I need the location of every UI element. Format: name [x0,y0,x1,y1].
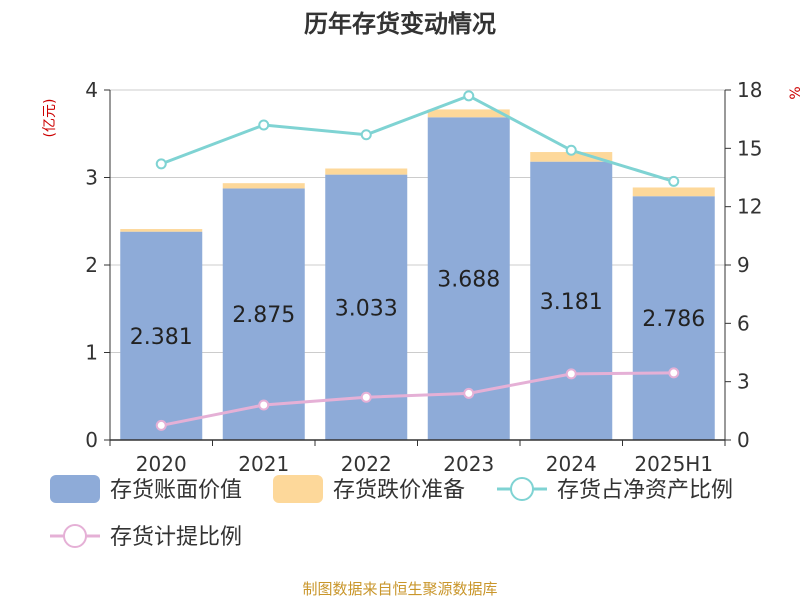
bar-存货跌价准备-2024 [530,152,613,162]
left-tick-label: 0 [85,428,98,452]
legend-label: 存货占净资产比例 [557,478,733,503]
bar-value-label: 2.381 [130,325,193,350]
x-tick-label: 2022 [341,452,392,476]
legend-swatch-存货跌价准备 [273,475,323,503]
bar-value-label: 3.688 [437,268,500,293]
point-存货占净资产比例-2020 [155,158,167,170]
legend-marker-存货计提比例 [63,524,87,548]
chart-title: 历年存货变动情况 [304,10,496,38]
bar-存货账面价值-2025H1 [632,196,715,440]
right-axis-unit: % [788,86,800,99]
x-tick-label: 2025H1 [634,452,713,476]
source-note: 制图数据来自恒生聚源数据库 [302,580,497,598]
point-存货占净资产比例-2025H1 [668,175,680,187]
point-存货计提比例-2024 [565,368,577,380]
line-存货计提比例 [160,371,674,427]
right-tick-label: 12 [737,195,762,219]
left-axis-unit: (亿元) [42,99,58,138]
line-存货占净资产比例 [160,94,675,183]
right-tick-label: 3 [737,370,750,394]
left-tick-label: 4 [85,78,98,102]
legend-label: 存货跌价准备 [333,478,465,503]
point-存货占净资产比例-2024 [565,144,577,156]
bar-存货账面价值-2021 [222,188,305,440]
point-存货占净资产比例-2021 [258,119,270,131]
x-tick-label: 2023 [443,452,494,476]
point-存货计提比例-2022 [360,391,372,403]
legend-label: 存货计提比例 [110,525,242,550]
x-tick-label: 2024 [546,452,597,476]
point-存货占净资产比例-2023 [463,90,475,102]
left-tick-label: 3 [85,166,98,190]
lines [155,90,680,431]
gridlines [110,89,725,353]
left-tick-label: 1 [85,341,98,365]
right-tick-label: 0 [737,428,750,452]
point-存货计提比例-2023 [463,387,475,399]
bar-value-label: 2.786 [642,307,705,332]
legend-marker-存货占净资产比例 [510,477,534,501]
bar-存货账面价值-2023 [427,117,510,441]
left-tick-label: 2 [85,253,98,277]
right-tick-label: 18 [737,78,762,102]
x-tick-label: 2021 [238,452,289,476]
bar-value-label: 3.181 [540,290,603,315]
legend-label: 存货账面价值 [110,478,242,503]
point-存货计提比例-2020 [155,419,167,431]
bar-存货跌价准备-2020 [120,229,203,232]
bar-value-label: 2.875 [232,303,295,328]
x-tick-label: 2020 [136,452,187,476]
bars [120,109,715,441]
legend-swatch-存货账面价值 [50,475,100,503]
bar-value-label: 3.033 [335,296,398,321]
right-tick-label: 15 [737,136,762,160]
right-tick-label: 9 [737,253,750,277]
right-tick-label: 6 [737,311,750,335]
bar-存货跌价准备-2021 [222,183,305,189]
bar-存货账面价值-2020 [120,231,203,440]
point-存货占净资产比例-2022 [360,129,372,141]
point-存货计提比例-2025H1 [668,367,680,379]
bar-存货跌价准备-2022 [325,168,408,175]
bar-存货跌价准备-2023 [427,109,510,118]
bar-存货账面价值-2024 [530,161,613,440]
point-存货计提比例-2021 [258,399,270,411]
data-labels: 2.381 2.875 3.033 3.688 3.181 2.786 [130,268,705,350]
bar-存货跌价准备-2025H1 [632,187,715,197]
